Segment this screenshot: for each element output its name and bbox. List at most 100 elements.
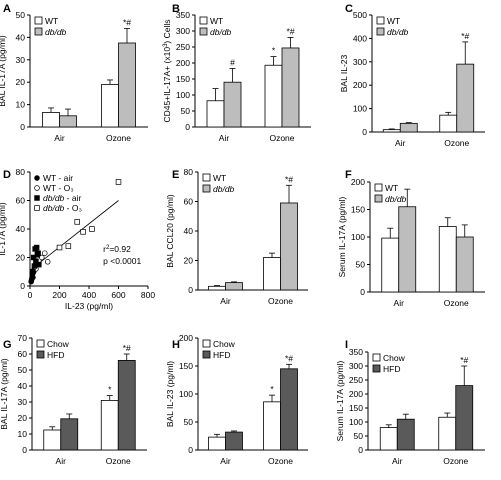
bar-G — [60, 418, 79, 451]
y-axis-label-H: BAL IL-23 (pg/ml) — [165, 361, 175, 427]
point-D — [41, 250, 48, 256]
legend-marker-D — [34, 205, 40, 211]
y-tick-label-C: 300 — [353, 57, 367, 67]
y-tick-label-I: 350 — [349, 347, 363, 357]
legend-label-G: HFD — [47, 350, 64, 360]
legend-label-D: db/db - air — [43, 193, 81, 203]
bar-H — [208, 436, 226, 451]
y-axis-label-E: BAL CCL20 (pg/ml) — [165, 194, 175, 268]
bar-F — [455, 236, 474, 293]
y-tick-label-A: 0 — [20, 122, 25, 132]
y-axis-label-I: Serum IL-17A (pg/ml) — [335, 360, 345, 441]
bar-G — [100, 399, 119, 451]
annotation-r2-D: r2=0.92 — [103, 244, 131, 254]
y-tick-label-D: 0 — [20, 281, 25, 291]
y-tick-label-B: 150 — [176, 74, 190, 84]
point-D — [74, 219, 80, 225]
legend-marker-D — [34, 195, 40, 201]
y-tick-label-B: 0 — [185, 122, 190, 132]
y-tick-label-A: 50 — [16, 10, 26, 20]
legend-marker-D — [34, 175, 40, 181]
bar-E — [280, 202, 298, 291]
y-tick-label-G: 20 — [18, 413, 28, 423]
point-D — [115, 179, 122, 185]
bar-E — [263, 257, 281, 291]
y-tick-label-B: 300 — [176, 26, 190, 36]
y-axis-label-G: BAL IL-17A (pg/ml) — [0, 358, 9, 430]
panel-label-D: D — [3, 169, 11, 181]
y-tick-label-G: 70 — [18, 333, 28, 343]
x-tick-label-E: Air — [220, 296, 231, 306]
regression-line-D — [29, 200, 119, 271]
x-tick-label-C: Air — [395, 138, 406, 148]
x-tick-label-D: 400 — [82, 290, 96, 300]
x-tick-label-B: Ozone — [269, 133, 294, 143]
bar-I — [396, 418, 415, 451]
y-tick-label-E: 80 — [184, 167, 194, 177]
x-tick-label-B: Air — [219, 133, 230, 143]
legend-swatch-B — [199, 16, 208, 25]
x-tick-label-I: Ozone — [443, 456, 468, 466]
y-tick-label-F: 200 — [351, 177, 365, 187]
legend-label-I: Chow — [383, 353, 406, 363]
y-tick-label-C: 400 — [353, 33, 367, 43]
bar-E — [208, 285, 226, 291]
x-tick-label-I: Air — [392, 456, 403, 466]
y-axis-label-A: BAL IL-17A (pg/ml) — [0, 35, 7, 107]
y-tick-label-E: 20 — [184, 256, 194, 266]
y-tick-label-I: 150 — [349, 403, 363, 413]
x-tick-label-D: 800 — [141, 290, 155, 300]
legend-label-C: WT — [387, 16, 400, 26]
y-tick-label-C: 200 — [353, 80, 367, 90]
point-D — [33, 244, 40, 251]
legend-swatch-F — [374, 183, 383, 192]
y-tick-label-G: 30 — [18, 397, 28, 407]
significance-mark-B: *# — [286, 26, 294, 36]
panel-B: 0 50 100 150 200 250 300 350 CD45+IL-17A+ (x103)… — [162, 10, 311, 143]
y-axis-label-D: IL-17A (pg/ml) — [0, 202, 7, 256]
x-tick-label-A: Air — [54, 133, 65, 143]
legend-label-A: db/db — [45, 27, 67, 37]
y-tick-label-F: 0 — [360, 287, 365, 297]
bar-C — [382, 129, 401, 133]
x-tick-label-F: Air — [394, 298, 405, 308]
bar-I — [438, 416, 457, 451]
y-tick-label-H: 150 — [179, 361, 193, 371]
legend-swatch-A — [34, 16, 43, 25]
panel-label-B: B — [172, 3, 180, 15]
legend-swatch-B — [199, 27, 208, 36]
point-D — [29, 271, 35, 278]
bar-H — [225, 431, 243, 451]
y-tick-label-D: 40 — [16, 224, 26, 234]
y-tick-label-C: 500 — [353, 10, 367, 20]
bar-B — [281, 47, 300, 128]
y-tick-label-D: 80 — [16, 167, 26, 177]
point-D — [30, 254, 37, 261]
significance-mark-A: *# — [123, 17, 131, 27]
legend-swatch-E — [202, 184, 211, 193]
y-tick-label-F: 50 — [356, 260, 366, 270]
x-tick-label-A: Ozone — [106, 133, 131, 143]
panel-label-A: A — [3, 3, 11, 15]
panel-label-I: I — [345, 339, 348, 351]
y-tick-label-B: 200 — [176, 58, 190, 68]
y-tick-label-A: 40 — [16, 32, 26, 42]
legend-swatch-E — [202, 173, 211, 182]
bar-E — [225, 282, 243, 291]
bar-B — [264, 64, 283, 128]
legend-swatch-I — [372, 364, 381, 373]
legend-label-E: db/db — [213, 184, 235, 194]
y-tick-label-C: 100 — [353, 104, 367, 114]
significance-mark-G: * — [108, 385, 112, 395]
point-D — [39, 254, 45, 261]
y-tick-label-I: 250 — [349, 375, 363, 385]
y-tick-label-B: 250 — [176, 42, 190, 52]
y-axis-label-C: BAL IL-23 — [339, 54, 349, 92]
legend-label-F: WT — [385, 183, 398, 193]
y-tick-label-C: 0 — [362, 127, 367, 137]
y-tick-label-I: 50 — [354, 431, 364, 441]
legend-label-A: WT — [45, 16, 58, 26]
y-tick-label-E: 60 — [184, 197, 194, 207]
